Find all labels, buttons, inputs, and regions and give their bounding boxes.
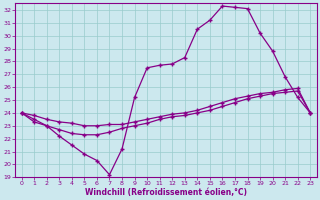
X-axis label: Windchill (Refroidissement éolien,°C): Windchill (Refroidissement éolien,°C): [85, 188, 247, 197]
